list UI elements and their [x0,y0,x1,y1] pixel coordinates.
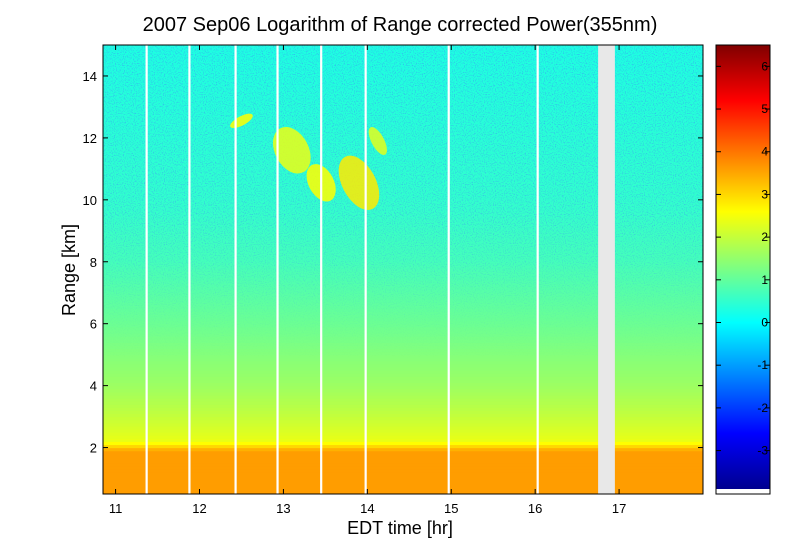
colorbar-tick-label: 4 [761,145,768,159]
plot-frame [102,44,704,495]
colorbar [716,45,770,489]
y-axis: 2 4 6 8 10 12 14 [83,69,703,456]
x-axis: 11 12 13 14 15 16 17 [109,45,626,516]
y-tick-label: 10 [83,193,97,208]
y-tick-label: 4 [90,379,97,394]
x-tick-label: 12 [192,501,206,516]
colorbar-tick-label: 1 [761,273,768,287]
colorbar-tick-label: 0 [761,316,768,330]
x-tick-label: 14 [360,501,374,516]
y-tick-label: 8 [90,255,97,270]
data-gap-band [598,45,615,494]
y-tick-label: 14 [83,69,97,84]
colorbar-ticks: 6 5 4 3 2 1 0 -1 -2 -3 [716,59,770,458]
x-tick-label: 15 [444,501,458,516]
y-tick-label: 6 [90,317,97,332]
x-tick-label: 13 [276,501,290,516]
y-axis-label: Range [km] [59,224,79,316]
heatmap-area [103,45,703,494]
y-tick-label: 12 [83,131,97,146]
colorbar-bottom-cap [716,489,770,494]
cloud-layer [338,155,380,210]
colorbar-tick-label: 6 [761,59,768,73]
gap-lines [145,45,539,494]
x-axis-label: EDT time [hr] [347,518,453,538]
colorbar-tick-label: -3 [757,444,768,458]
chart-title: 2007 Sep06 Logarithm of Range corrected … [143,14,658,36]
x-tick-label: 17 [612,501,626,516]
cloud-layers [230,113,387,210]
cloud-layer [272,127,311,174]
colorbar-tick-label: 2 [761,230,768,244]
colorbar-frame [715,44,771,495]
y-tick-label: 2 [90,441,97,456]
cloud-layer [368,127,387,155]
colorbar-tick-label: -2 [757,401,768,415]
colorbar-tick-label: -1 [757,358,768,372]
x-tick-label: 16 [528,501,542,516]
x-tick-label: 11 [109,501,123,516]
colorbar-tick-label: 3 [761,187,768,201]
colorbar-tick-label: 5 [761,102,768,116]
